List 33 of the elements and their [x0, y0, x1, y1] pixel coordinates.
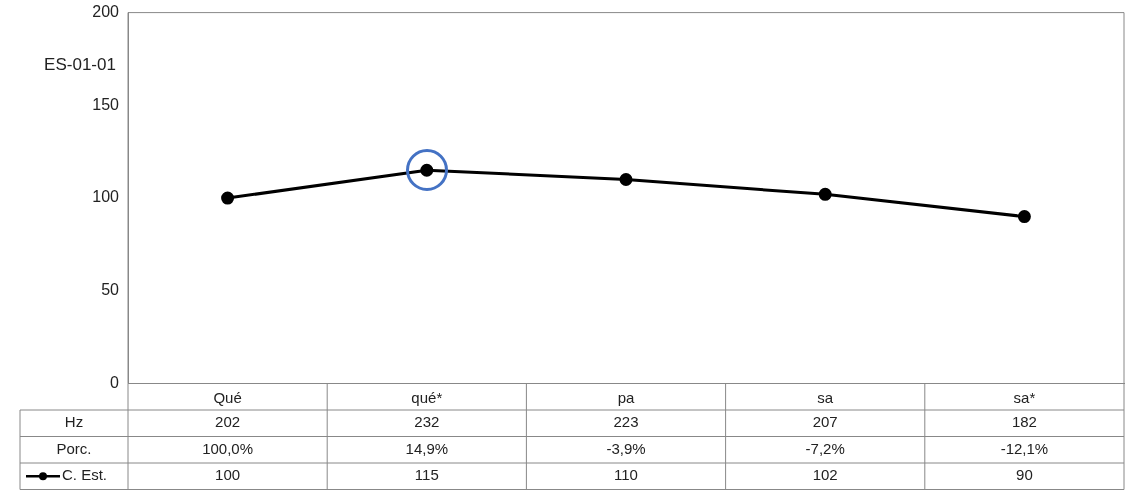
- text: -3,9%: [606, 439, 646, 457]
- data-label: 115: [414, 466, 439, 484]
- y-tick-label: 150: [92, 95, 120, 113]
- text: 232: [414, 413, 440, 431]
- text: Porc.: [56, 439, 92, 457]
- x-tick-label: pa: [617, 388, 635, 406]
- text: 207: [812, 413, 838, 431]
- legend-label: C. Est.: [62, 466, 108, 484]
- text: ES-01-01: [44, 55, 116, 75]
- text: 14,9%: [405, 439, 449, 457]
- text: 100,0%: [202, 439, 254, 457]
- data-label: 90: [1016, 466, 1033, 484]
- x-tick-label: sa*: [1013, 388, 1036, 406]
- x-tick-label: Qué: [213, 388, 242, 406]
- point: [818, 187, 832, 201]
- text: 223: [613, 413, 639, 431]
- y-tick-label: 200: [92, 3, 120, 21]
- text: -7,2%: [805, 439, 845, 457]
- point: [1017, 210, 1031, 224]
- y-tick-label: 100: [92, 188, 120, 206]
- y-tick-label: 50: [101, 281, 120, 299]
- x-tick-label: sa: [817, 388, 834, 406]
- point: [221, 191, 235, 205]
- data-label: 100: [215, 466, 241, 484]
- text: -12,1%: [1000, 439, 1049, 457]
- text: 202: [215, 413, 241, 431]
- data-label: 102: [812, 466, 838, 484]
- y-tick-label: 0: [110, 373, 120, 391]
- x-tick-label: qué*: [411, 388, 443, 406]
- point: [619, 173, 633, 187]
- text: 182: [1011, 413, 1037, 431]
- text: Hz: [64, 413, 84, 431]
- data-label: 110: [614, 466, 638, 484]
